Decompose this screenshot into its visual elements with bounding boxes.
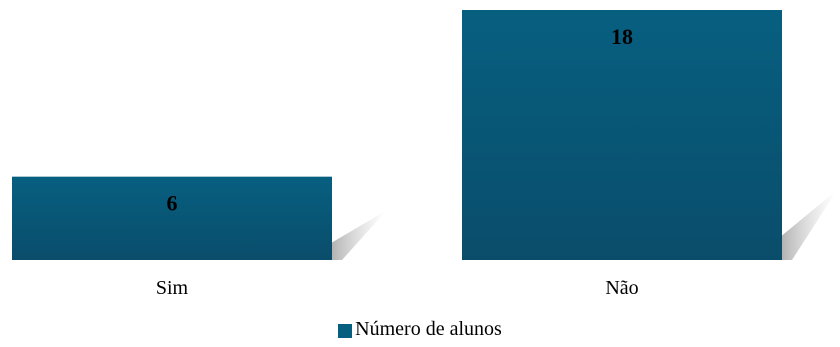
bar-shadows [332, 190, 837, 260]
category-tick-label: Sim [156, 277, 189, 299]
bar-nao [462, 10, 782, 260]
bars [12, 10, 782, 260]
legend-series-label: Número de alunos [355, 318, 502, 340]
legend-swatch [338, 323, 353, 338]
data-label: 6 [167, 191, 178, 216]
bar-shadow [332, 210, 387, 260]
category-tick-label: Não [605, 277, 638, 299]
bar-sim [12, 176, 332, 260]
data-labels: 6 18 [167, 24, 634, 216]
data-label: 18 [611, 24, 633, 49]
legend: Número de alunos [0, 318, 840, 341]
bar-shadow [782, 190, 837, 260]
category-tick-labels: Sim Não [156, 277, 639, 299]
